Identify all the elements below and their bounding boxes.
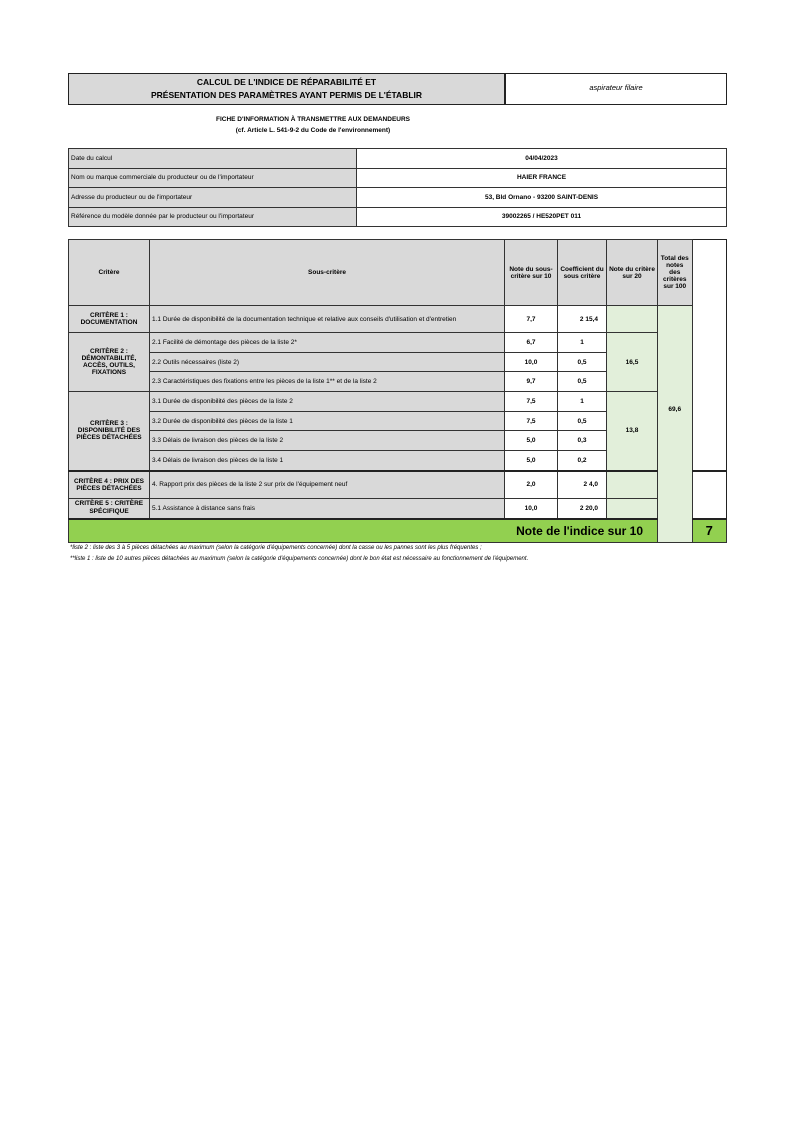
subtitle: FICHE D'INFORMATION À TRANSMETTRE AUX DE… <box>215 116 410 123</box>
info-row: Adresse du producteur ou de l'importateu… <box>68 187 727 208</box>
sub-criterion: 2.2 Outils nécessaires (liste 2) <box>149 352 505 372</box>
title-line-1: CALCUL DE L'INDICE DE RÉPARABILITÉ ET <box>196 77 377 87</box>
sub-note: 10,0 <box>504 498 558 519</box>
criterion-score <box>606 305 658 333</box>
table-row: CRITÈRE 1 : DOCUMENTATION 1.1 Durée de d… <box>68 305 727 543</box>
criterion-2: CRITÈRE 2 : DÉMONTABILITÉ, ACCÈS, OUTILS… <box>68 332 150 392</box>
info-label: Nom ou marque commerciale du producteur … <box>68 167 357 188</box>
sub-coef: 1 <box>557 391 607 412</box>
score-table: Critère Sous-critère Note du sous-critèr… <box>68 239 727 543</box>
index-value: 7 <box>691 517 727 543</box>
sub-note: 9,7 <box>504 371 558 392</box>
sub-coef: 0,2 <box>557 450 607 471</box>
info-label: Référence du modèle donnée par le produc… <box>68 206 357 227</box>
col-header: Coefficient du sous critère <box>557 239 607 306</box>
col-header: Critère <box>68 239 150 306</box>
sub-criterion: 4. Rapport prix des pièces de la liste 2… <box>149 470 505 499</box>
col-header: Note du critère sur 20 <box>606 239 658 306</box>
criterion-score <box>606 498 658 519</box>
info-table: Date du calcul 04/04/2023 Nom ou marque c… <box>68 148 727 227</box>
index-label: Note de l'indice sur 10 <box>68 517 658 543</box>
sub-criterion: 3.1 Durée de disponibilité des pièces de… <box>149 391 505 412</box>
sub-note: 7,7 <box>504 305 558 333</box>
sub-coef: 1 <box>557 332 607 353</box>
table-row: CRITÈRE 5 : CRITÈRE SPÉCIFIQUE 5.1 Assis… <box>68 498 727 519</box>
sub-coef: 2 4,0 <box>557 470 607 499</box>
info-row: Date du calcul 04/04/2023 <box>68 148 727 169</box>
sub-criterion: 1.1 Durée de disponibilité de la documen… <box>149 305 505 333</box>
criterion-3: CRITÈRE 3 : DISPONIBILITÉ DES PIÈCES DÉT… <box>68 391 150 471</box>
table-row: CRITÈRE 2 : DÉMONTABILITÉ, ACCÈS, OUTILS… <box>68 332 727 392</box>
subtitle-reference: (cf. Article L. 541-9-2 du Code de l'env… <box>235 127 391 134</box>
col-header: Note du sous-critère sur 10 <box>504 239 558 306</box>
criterion-score: 13,8 <box>606 391 658 471</box>
title-line-2: PRÉSENTATION DES PARAMÈTRES AYANT PERMIS… <box>150 90 423 100</box>
sub-coef: 0,5 <box>557 371 607 392</box>
col-header: Total des notes des critères sur 100 <box>657 239 693 306</box>
sub-criterion: 5.1 Assistance à distance sans frais <box>149 498 505 519</box>
footnote-liste-1: **liste 1 : liste de 10 autres pièces dé… <box>70 556 529 562</box>
sub-coef: 0,5 <box>557 411 607 431</box>
sub-note: 2,0 <box>504 470 558 499</box>
sub-coef: 2 20,0 <box>557 498 607 519</box>
info-value: HAIER FRANCE <box>356 167 727 188</box>
sub-criterion: 2.3 Caractéristiques des fixations entre… <box>149 371 505 392</box>
sub-note: 10,0 <box>504 352 558 372</box>
col-header: Sous-critère <box>149 239 505 306</box>
criterion-1: CRITÈRE 1 : DOCUMENTATION <box>68 305 150 333</box>
info-value: 53, Bld Ornano - 93200 SAINT-DENIS <box>356 187 727 208</box>
table-row: CRITÈRE 3 : DISPONIBILITÉ DES PIÈCES DÉT… <box>68 391 727 471</box>
table-row: 3.3 Délais de livraison des pièces de la… <box>69 430 727 451</box>
sub-note: 6,7 <box>504 332 558 353</box>
info-label: Adresse du producteur ou de l'importateu… <box>68 187 357 208</box>
sub-coef: 2 15,4 <box>557 305 607 333</box>
index-row: Note de l'indice sur 10 7 <box>68 517 727 543</box>
table-row: 3.2 Durée de disponibilité des pièces de… <box>69 411 727 431</box>
criterion-score <box>606 470 658 499</box>
sub-coef: 0,5 <box>557 352 607 372</box>
total-score: 69,6 <box>657 305 693 543</box>
footnote-liste-2: *liste 2 : liste des 3 à 5 pièces détach… <box>70 545 482 551</box>
info-value: 04/04/2023 <box>356 148 727 169</box>
sub-note: 5,0 <box>504 430 558 451</box>
sub-coef: 0,3 <box>557 430 607 451</box>
sub-note: 7,5 <box>504 391 558 412</box>
table-row: 3.4 Délais de livraison des pièces de la… <box>69 450 727 471</box>
criterion-4: CRITÈRE 4 : PRIX DES PIÈCES DÉTACHÉES <box>68 470 150 499</box>
info-row: Référence du modèle donnée par le produc… <box>68 206 727 227</box>
info-row: Nom ou marque commerciale du producteur … <box>68 167 727 188</box>
sub-criterion: 3.3 Délais de livraison des pièces de la… <box>149 430 505 451</box>
sub-criterion: 2.1 Facilité de démontage des pièces de … <box>149 332 505 353</box>
sub-criterion: 3.4 Délais de livraison des pièces de la… <box>149 450 505 471</box>
header-row: Critère Sous-critère Note du sous-critèr… <box>68 239 727 306</box>
info-value: 39002265 / HE520PET 011 <box>356 206 727 227</box>
sub-note: 5,0 <box>504 450 558 471</box>
criterion-5: CRITÈRE 5 : CRITÈRE SPÉCIFIQUE <box>68 498 150 519</box>
document-title: CALCUL DE L'INDICE DE RÉPARABILITÉ ET PR… <box>68 73 505 105</box>
criterion-score: 16,5 <box>606 332 658 392</box>
sub-criterion: 3.2 Durée de disponibilité des pièces de… <box>149 411 505 431</box>
sub-note: 7,5 <box>504 411 558 431</box>
table-row: CRITÈRE 4 : PRIX DES PIÈCES DÉTACHÉES 4.… <box>68 470 727 499</box>
info-label: Date du calcul <box>68 148 357 169</box>
product-type: aspirateur filaire <box>505 73 727 105</box>
